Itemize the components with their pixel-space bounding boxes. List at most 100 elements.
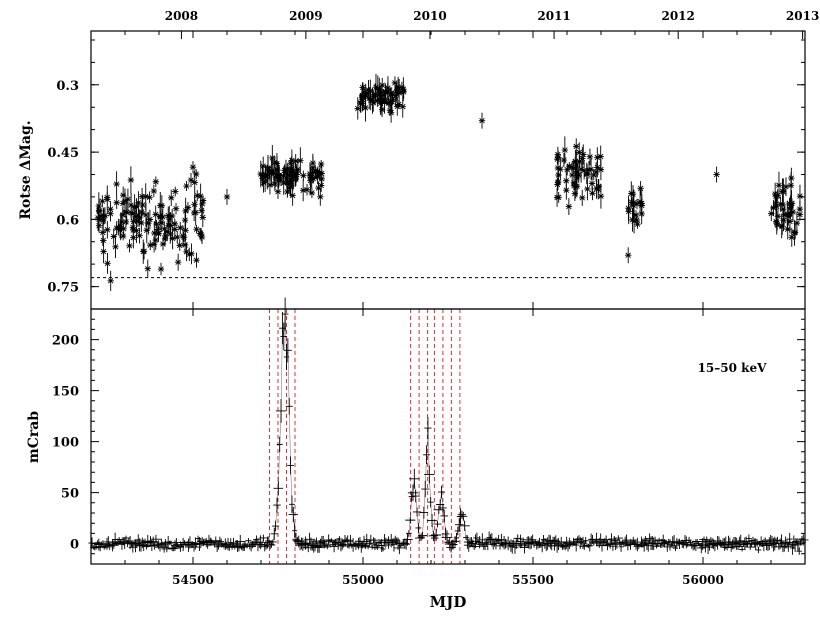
- optical-point: [128, 205, 135, 221]
- optical-point: [138, 187, 146, 206]
- optical-point: [199, 199, 206, 209]
- optical-point: [359, 96, 366, 111]
- optical-point: [286, 173, 294, 194]
- optical-point: [359, 82, 367, 110]
- optical-point: [126, 239, 133, 253]
- optical-point: [560, 153, 568, 168]
- optical-point: [633, 214, 641, 226]
- optical-point: [594, 147, 601, 168]
- optical-point: [140, 242, 148, 260]
- optical-point: [117, 213, 124, 241]
- optical-point: [165, 206, 172, 225]
- optical-point: [118, 212, 125, 232]
- optical-point: [130, 217, 137, 226]
- optical-point: [120, 221, 127, 236]
- optical-point: [97, 209, 104, 223]
- optical-point: [773, 196, 780, 216]
- optical-point: [99, 219, 106, 246]
- optical-point: [382, 85, 390, 98]
- xray-line: [91, 314, 804, 552]
- optical-point: [139, 194, 146, 216]
- year-tick-label: 2012: [661, 9, 694, 23]
- optical-point: [289, 166, 296, 191]
- optical-point: [625, 195, 632, 221]
- optical-point: [271, 177, 278, 191]
- optical-point: [774, 189, 781, 202]
- optical-point: [565, 198, 573, 215]
- optical-point: [112, 235, 119, 259]
- optical-point: [113, 221, 120, 236]
- optical-point: [135, 191, 142, 215]
- optical-point: [780, 209, 787, 232]
- optical-point: [385, 97, 392, 108]
- optical-point: [770, 199, 777, 216]
- optical-point: [576, 142, 583, 163]
- optical-point: [181, 210, 189, 231]
- optical-point: [782, 177, 790, 196]
- optical-point: [779, 178, 786, 204]
- optical-point: [303, 183, 311, 196]
- optical-point: [158, 213, 165, 233]
- optical-point: [637, 181, 644, 196]
- optical-point: [788, 227, 795, 247]
- optical-point: [260, 156, 267, 176]
- optical-point: [223, 188, 231, 205]
- optical-point: [127, 166, 135, 194]
- year-tick-label: 2009: [289, 9, 322, 23]
- optical-point: [104, 252, 111, 274]
- optical-point: [391, 76, 399, 90]
- optical-point: [386, 104, 394, 116]
- optical-point: [554, 156, 562, 180]
- optical-point: [136, 227, 143, 244]
- optical-point: [161, 221, 168, 237]
- optical-point: [786, 209, 794, 234]
- optical-point: [172, 203, 180, 215]
- optical-point: [394, 97, 401, 116]
- optical-point: [781, 205, 788, 224]
- optical-point: [150, 185, 158, 198]
- optical-point: [193, 225, 200, 234]
- optical-point: [289, 185, 296, 206]
- optical-point: [580, 144, 587, 165]
- optical-point: [152, 176, 160, 188]
- optical-point: [269, 144, 276, 171]
- top-panel-ylabel: Rotse ΔMag.: [18, 120, 34, 219]
- optical-point: [572, 156, 579, 166]
- optical-point: [264, 156, 272, 183]
- optical-point: [388, 87, 395, 99]
- optical-point: [181, 235, 189, 254]
- optical-point: [571, 186, 579, 202]
- optical-point: [317, 187, 324, 206]
- optical-point: [159, 237, 167, 251]
- optical-point: [389, 94, 397, 105]
- optical-point: [796, 201, 804, 218]
- optical-point: [592, 162, 600, 182]
- optical-point: [628, 181, 635, 206]
- optical-point: [274, 161, 281, 179]
- optical-point: [294, 158, 302, 181]
- optical-point: [101, 207, 109, 225]
- optical-point: [634, 219, 641, 229]
- x-axis-label: MJD: [430, 593, 467, 611]
- optical-point: [157, 262, 165, 276]
- year-tick-label: 2008: [165, 9, 198, 23]
- optical-point: [283, 168, 290, 190]
- xray-panel: [88, 297, 809, 564]
- optical-point: [394, 85, 401, 95]
- bottom-y-tick-label: 200: [52, 334, 79, 349]
- optical-point: [169, 227, 176, 250]
- optical-point: [367, 90, 374, 111]
- optical-point: [595, 179, 602, 193]
- optical-point: [284, 168, 291, 196]
- optical-point: [309, 156, 317, 180]
- optical-point: [122, 216, 130, 228]
- top-y-tick-label: 0.75: [47, 281, 79, 296]
- optical-point: [288, 149, 296, 172]
- optical-point: [361, 88, 368, 97]
- optical-point: [132, 209, 140, 225]
- optical-point: [393, 82, 400, 102]
- optical-point: [632, 210, 640, 220]
- optical-point: [590, 170, 597, 181]
- bottom-y-tick-label: 0: [70, 538, 79, 553]
- optical-panel: [91, 73, 805, 291]
